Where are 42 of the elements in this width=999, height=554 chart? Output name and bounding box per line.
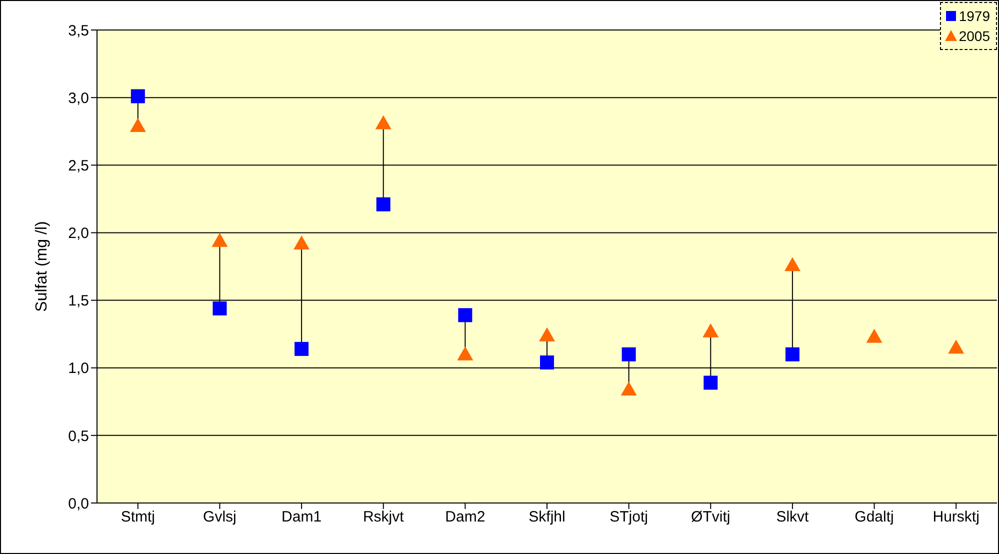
y-tick-label: 1,5 — [68, 292, 89, 310]
point — [702, 323, 719, 338]
point — [458, 308, 472, 322]
y-axis-title: Sulfat (mg /l) — [34, 221, 51, 312]
point — [375, 115, 392, 130]
point — [130, 118, 146, 132]
point — [948, 340, 964, 354]
x-tick-label: Dam1 — [282, 508, 322, 526]
y-tick-label: 1,0 — [68, 360, 89, 378]
x-tick-label: Stmtj — [120, 508, 155, 526]
point — [540, 355, 554, 370]
point — [785, 347, 800, 362]
x-tick-label: Hursktj — [932, 508, 980, 526]
y-tick-label: 3,5 — [68, 22, 89, 40]
point — [294, 342, 309, 356]
x-tick-label: Dam2 — [445, 508, 486, 526]
point — [866, 328, 882, 343]
x-tick-label: Rskjvt — [362, 508, 405, 526]
x-tick-label: Slkvt — [776, 508, 810, 526]
point — [212, 232, 228, 247]
point — [620, 381, 637, 396]
x-tick-label: Gdaltj — [854, 508, 894, 526]
point — [130, 89, 145, 104]
y-tick-label: 2,0 — [68, 225, 89, 242]
x-tick-label: STjotj — [610, 508, 648, 526]
point — [704, 376, 718, 390]
point — [376, 197, 390, 212]
point — [784, 257, 800, 272]
point — [457, 346, 474, 360]
legend-label: 2005 — [958, 28, 990, 44]
x-tick-label: Gvlsj — [203, 508, 236, 526]
y-tick-label: 0,5 — [68, 428, 89, 445]
y-tick-label: 0,0 — [68, 495, 89, 512]
y-tick-label: 2,5 — [68, 157, 89, 174]
x-tick-label: ØTvitj — [691, 508, 730, 526]
point — [294, 236, 310, 250]
point — [212, 301, 227, 316]
point — [539, 327, 555, 342]
y-tick-label: 3,0 — [68, 90, 89, 107]
point — [622, 347, 636, 362]
x-tick-label: Skfjhl — [528, 508, 566, 526]
legend-label: 1979 — [958, 8, 990, 24]
